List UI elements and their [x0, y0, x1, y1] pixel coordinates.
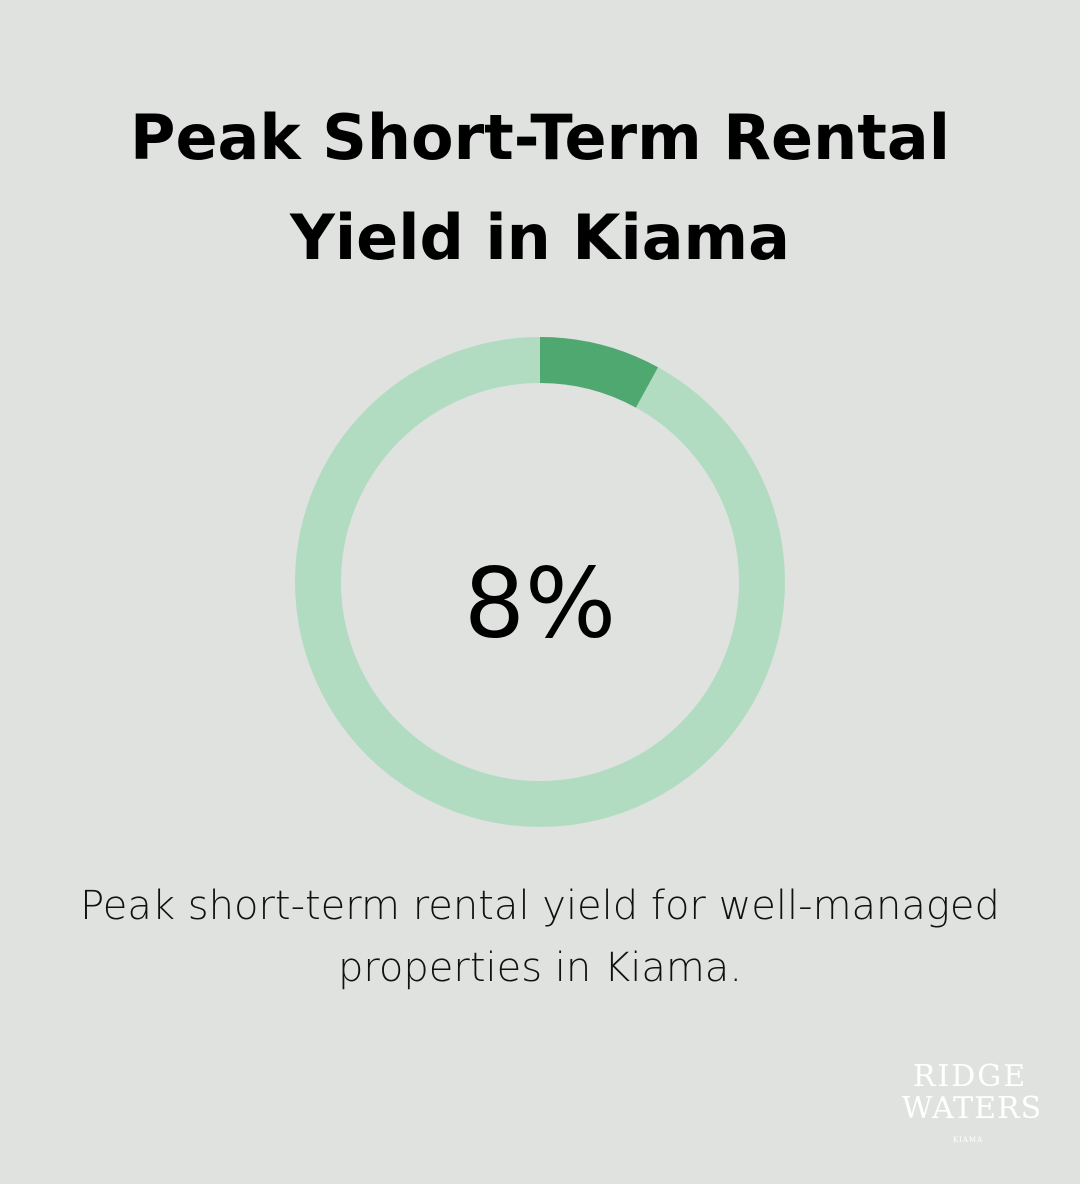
- logo-line: WATERS: [902, 1091, 1042, 1126]
- chart-title: Peak Short-Term Rental Yield in Kiama: [130, 101, 950, 274]
- description: Peak short-term rental yield for well-ma…: [80, 883, 1000, 991]
- logo-line: KIAMA: [953, 1136, 983, 1144]
- logo-line: RIDGE: [913, 1059, 1027, 1094]
- value-label: 8%: [464, 547, 616, 659]
- donut-segment: [539, 337, 659, 408]
